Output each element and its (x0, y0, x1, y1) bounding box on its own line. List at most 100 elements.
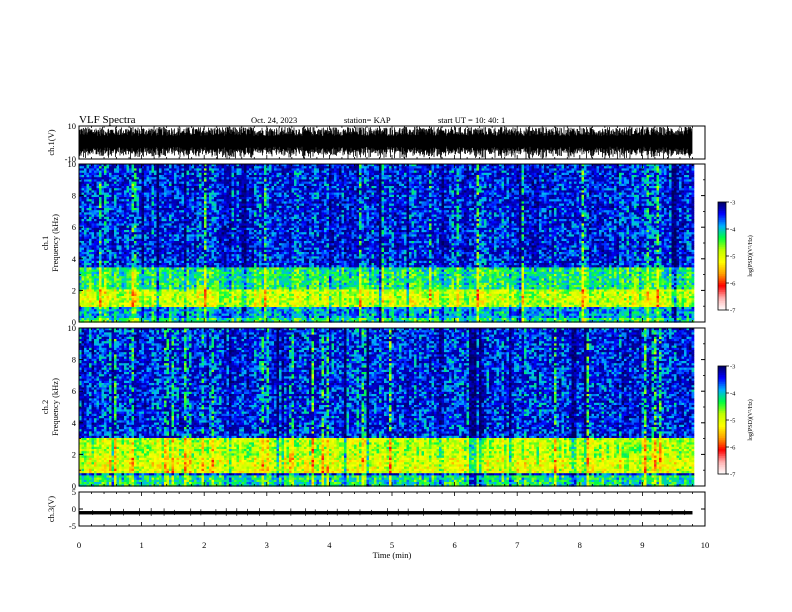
spectrogram-cell (189, 175, 192, 178)
spectrogram-cell (239, 166, 242, 169)
spectrogram-cell (182, 171, 185, 174)
spectrogram-cell (437, 168, 440, 171)
spectrogram-cell (489, 171, 492, 174)
spectrogram-cell (92, 168, 95, 171)
spectrogram-cell (172, 173, 175, 176)
spectrogram-cell (684, 168, 687, 171)
spectrogram-cell (182, 173, 185, 176)
spectrogram-cell (597, 171, 600, 174)
spectrogram-cell (164, 173, 167, 176)
spectrogram-cell (227, 166, 230, 169)
spectrogram-cell (182, 166, 185, 169)
spectrogram-cell (662, 166, 665, 169)
spectrogram-cell (362, 171, 365, 174)
spectrogram-cell (202, 175, 205, 178)
spectrogram-cell (99, 173, 102, 176)
spectrogram-cell (472, 173, 475, 176)
spectrogram-cell (242, 171, 245, 174)
spectrogram-cell (169, 175, 172, 178)
spectrogram-cell (197, 171, 200, 174)
spectrogram-cell (594, 171, 597, 174)
spectrogram-cell (219, 166, 222, 169)
spectrogram-cell (364, 173, 367, 176)
spectrogram-cell (629, 171, 632, 174)
spectrogram-cell (254, 173, 257, 176)
spectrogram-cell (157, 175, 160, 178)
spectrogram-cell (312, 171, 315, 174)
spectrogram-cell (159, 173, 162, 176)
spectrogram-cell (162, 171, 165, 174)
spectrogram-cell (414, 171, 417, 174)
spectrogram-cell (504, 171, 507, 174)
spectrogram-cell (337, 171, 340, 174)
spectrogram-cell (482, 175, 485, 178)
spectrogram-cell (654, 171, 657, 174)
spectrogram-cell (447, 168, 450, 171)
spectrogram-cell (607, 166, 610, 169)
spectrogram-cell (422, 171, 425, 174)
spectrogram-cell (244, 175, 247, 178)
spectrogram-cell (547, 168, 550, 171)
spectrogram-cell (589, 168, 592, 171)
spectrogram-cell (92, 175, 95, 178)
spectrogram-cell (389, 173, 392, 176)
spectrogram-cell (327, 175, 330, 178)
spectrogram-cell (387, 166, 390, 169)
spectrogram-cell (429, 168, 432, 171)
spectrogram-cell (599, 173, 602, 176)
spectrogram-cell (592, 168, 595, 171)
spectrogram-cell (359, 173, 362, 176)
spectrogram-cell (409, 168, 412, 171)
spectrogram-cell (309, 175, 312, 178)
spectrogram-cell (237, 175, 240, 178)
spectrogram-cell (117, 171, 120, 174)
spectrogram-cell (297, 166, 300, 169)
spectrogram-cell (162, 168, 165, 171)
spectrogram-cell (497, 166, 500, 169)
spectrogram-cell (382, 175, 385, 178)
spectrogram-cell (132, 173, 135, 176)
spectrogram-cell (527, 168, 530, 171)
spectrogram-cell (172, 171, 175, 174)
spectrogram-cell (89, 166, 92, 169)
spectrogram-cell (627, 168, 630, 171)
spectrogram-cell (514, 171, 517, 174)
spectrogram-cell (459, 175, 462, 178)
spectrogram-cell (487, 166, 490, 169)
spectrogram-cell (124, 168, 127, 171)
spectrogram-cell (147, 175, 150, 178)
spectrogram-cell (582, 173, 585, 176)
spectrogram-cell (122, 166, 125, 169)
spectrogram-cell (449, 168, 452, 171)
spectrogram-cell (104, 171, 107, 174)
spectrogram-cell (372, 173, 375, 176)
spectrogram-cell (219, 171, 222, 174)
spectrogram-cell (547, 173, 550, 176)
spectrogram-cell (127, 166, 130, 169)
spectrogram-cell (464, 171, 467, 174)
spectrogram-cell (554, 175, 557, 178)
spectrogram-cell (457, 166, 460, 169)
spectrogram-cell (162, 173, 165, 176)
spectrogram-cell (387, 175, 390, 178)
spectrogram-cell (359, 166, 362, 169)
spectrogram-cell (134, 166, 137, 169)
spectrogram-cell (507, 166, 510, 169)
spectrogram-cell (224, 168, 227, 171)
spectrogram-cell (109, 173, 112, 176)
spectrogram-cell (682, 168, 685, 171)
station-label: station= KAP (344, 115, 391, 125)
spectrogram-cell (212, 168, 215, 171)
spectrogram-cell (482, 166, 485, 169)
spectrogram-cell (524, 175, 527, 178)
spectrogram-cell (684, 173, 687, 176)
spectrogram-cell (477, 168, 480, 171)
spectrogram-cell (374, 171, 377, 174)
spectrogram-cell (669, 168, 672, 171)
spectrogram-cell (364, 168, 367, 171)
spectrogram-cell (234, 173, 237, 176)
spectrogram-cell (224, 175, 227, 178)
spectrogram-cell (552, 173, 555, 176)
spectrogram-cell (139, 168, 142, 171)
spectrogram-cell (294, 168, 297, 171)
